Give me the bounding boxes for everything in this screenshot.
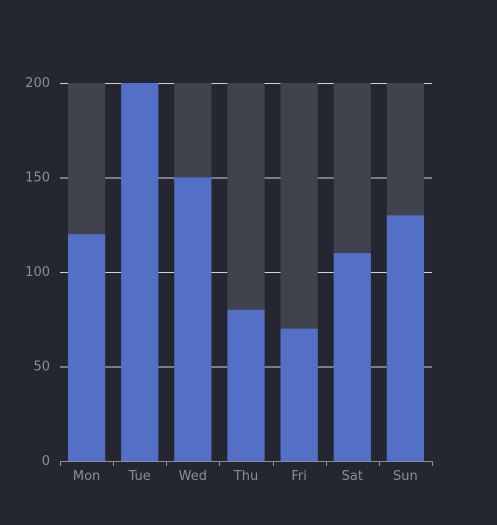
bar xyxy=(280,328,318,461)
x-tick-label: Thu xyxy=(233,469,258,484)
x-tick-label: Sat xyxy=(342,469,363,484)
x-tick-label: Mon xyxy=(73,469,100,484)
bar xyxy=(333,253,371,461)
bar xyxy=(386,215,425,461)
y-tick-label: 0 xyxy=(42,454,50,469)
bar xyxy=(121,83,159,461)
bar xyxy=(227,309,265,461)
bar xyxy=(67,234,106,461)
y-tick-label: 50 xyxy=(33,360,50,375)
x-tick-label: Sun xyxy=(393,469,418,484)
x-tick-label: Tue xyxy=(128,469,151,484)
x-tick-label: Fri xyxy=(291,469,307,484)
x-tick-labels: Mon Tue Wed Thu Fri Sat Sun xyxy=(73,469,418,484)
bar xyxy=(174,177,212,461)
axes xyxy=(60,461,433,466)
data-bars xyxy=(67,83,425,461)
x-tick-label: Wed xyxy=(179,469,207,484)
y-tick-label: 150 xyxy=(25,171,50,186)
y-tick-label: 200 xyxy=(25,76,50,91)
y-tick-labels: 0 50 100 150 200 xyxy=(25,76,50,469)
y-tick-label: 100 xyxy=(25,265,50,280)
